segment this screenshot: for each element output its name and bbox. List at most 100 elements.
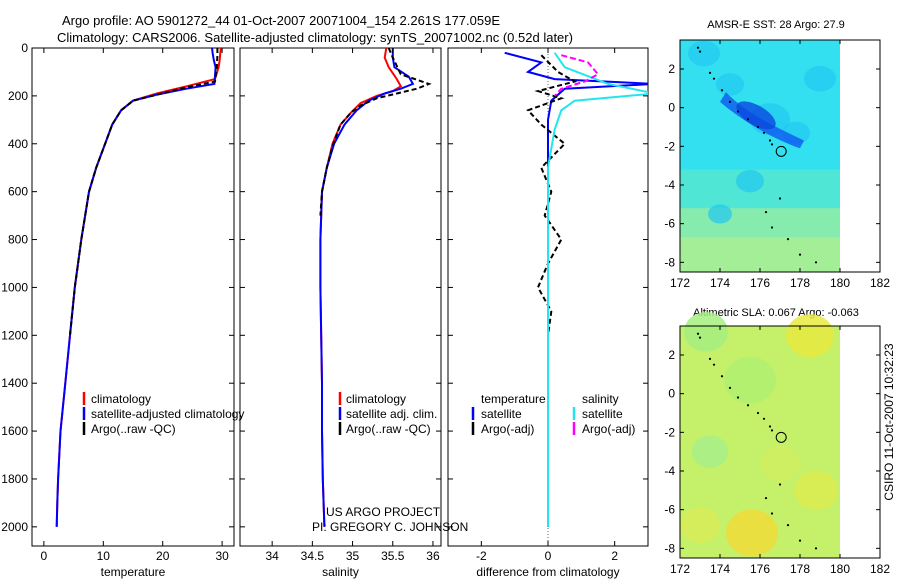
y-tick-label: -4 xyxy=(664,464,675,478)
island-marker xyxy=(756,125,760,129)
x-tick-label: 174 xyxy=(710,276,730,290)
sla-patch xyxy=(684,312,728,352)
island-marker xyxy=(770,512,774,515)
sla-patch xyxy=(726,509,778,557)
y-tick-label: 2 xyxy=(668,348,675,362)
sst-patch xyxy=(708,204,732,224)
x-tick-label: 2 xyxy=(611,549,618,563)
x-tick-label: 172 xyxy=(670,276,690,290)
island-marker xyxy=(756,411,760,415)
sla-map: Altimetric SLA: 0.067 Argo: -0.063 172 17… xyxy=(664,307,890,576)
series-salinity-argo xyxy=(553,54,600,97)
sst-cold-core xyxy=(736,101,776,130)
argo-position-marker xyxy=(775,431,787,443)
y-tick-label: -6 xyxy=(664,217,675,231)
x-tick-label: 178 xyxy=(790,276,810,290)
sst-field xyxy=(680,40,840,272)
y-tick-label: 2000 xyxy=(1,520,28,534)
x-tick-label: 180 xyxy=(830,276,850,290)
x-tick-label: 36 xyxy=(426,549,440,563)
legend-satellite-adjusted: satellite-adjusted climatology xyxy=(91,407,244,421)
y-tick-label: 200 xyxy=(8,89,28,103)
figure-title-line2: Climatology: CARS2006. Satellite-adjuste… xyxy=(57,30,573,45)
island-marker xyxy=(768,139,772,142)
y-tick-label: 2 xyxy=(668,62,675,76)
y-tick-label: 1800 xyxy=(1,472,28,486)
x-tick-label: -2 xyxy=(476,549,487,563)
y-tick-label: 1600 xyxy=(1,424,28,438)
series-salinity-satellite xyxy=(547,52,648,527)
sst-patch xyxy=(688,40,720,67)
island-marker xyxy=(712,363,716,366)
sla-field xyxy=(680,312,840,558)
island-marker xyxy=(798,539,802,542)
y-tick-label: 800 xyxy=(8,233,28,247)
island-marker xyxy=(696,332,700,335)
island-marker xyxy=(764,210,768,214)
x-tick-label: 176 xyxy=(750,276,770,290)
legend-salinity-header: salinity xyxy=(582,392,619,406)
sst-patch xyxy=(804,65,836,92)
salinity-panel: 34 34.5 35 35.5 36 salinity xyxy=(239,47,442,579)
island-marker xyxy=(798,253,802,256)
x-axis-label: temperature xyxy=(101,565,166,579)
y-tick-label: -8 xyxy=(664,255,675,269)
masked-area xyxy=(840,326,880,558)
island-marker xyxy=(746,118,750,121)
x-tick-label: 180 xyxy=(830,562,850,576)
y-tick-label: 400 xyxy=(8,137,28,151)
island-marker xyxy=(728,100,732,103)
y-tick-label: -4 xyxy=(664,178,675,192)
island-marker xyxy=(736,110,740,113)
island-marker xyxy=(768,425,772,428)
series-satellite-adjusted xyxy=(319,48,415,527)
legend-temp-argo: Argo(-adj) xyxy=(481,422,534,436)
legend-sal-satellite: satellite xyxy=(582,407,623,421)
sst-map-title: AMSR-E SST: 28 Argo: 27.9 xyxy=(707,19,845,31)
difference-panel: -2 0 2 difference from climatology xyxy=(447,47,649,579)
island-marker xyxy=(720,89,724,92)
sla-patch xyxy=(760,445,800,482)
masked-area xyxy=(840,40,880,272)
x-tick-label: 178 xyxy=(790,562,810,576)
island-marker xyxy=(762,131,766,134)
legend-sal-argo: Argo(-adj) xyxy=(582,422,635,436)
island-marker xyxy=(770,226,774,229)
x-tick-label: 174 xyxy=(710,562,730,576)
plot-frame xyxy=(239,47,442,547)
x-tick-label: 30 xyxy=(215,549,229,563)
sst-patch xyxy=(716,73,744,96)
x-axis-label: salinity xyxy=(322,565,359,579)
legend-temp-satellite: satellite xyxy=(481,407,522,421)
sla-patch xyxy=(786,314,834,358)
legend-argo: Argo(..raw -QC) xyxy=(91,422,176,436)
island-marker xyxy=(786,238,790,241)
map-frame xyxy=(679,325,881,559)
island-marker xyxy=(764,496,768,500)
island-marker xyxy=(736,396,740,399)
plot-frame xyxy=(31,47,235,547)
y-tick-label: -6 xyxy=(664,503,675,517)
side-timestamp-label: CSIRO 11-Oct-2007 10:32:23 xyxy=(882,343,896,501)
island-marker xyxy=(720,375,724,378)
legend-argo: Argo(..raw -QC) xyxy=(346,422,431,436)
sst-patch xyxy=(736,169,764,193)
series-argo xyxy=(319,48,432,216)
x-tick-label: 35 xyxy=(346,549,360,563)
series-argo xyxy=(69,48,219,336)
island-marker xyxy=(770,143,774,146)
y-tick-label: -2 xyxy=(664,139,675,153)
island-marker xyxy=(786,524,790,527)
x-tick-label: 34.5 xyxy=(301,549,325,563)
project-label: US ARGO PROJECT xyxy=(326,505,441,519)
island-marker xyxy=(712,77,716,80)
island-marker xyxy=(746,404,750,407)
legend-satellite-adj: satellite adj. clim. xyxy=(346,407,437,421)
pi-label: PI: GREGORY C. JOHNSON xyxy=(312,520,468,534)
legend-climatology: climatology xyxy=(91,392,151,406)
y-tick-label: -8 xyxy=(664,541,675,555)
legend-temperature-header: temperature xyxy=(481,392,546,406)
x-tick-label: 20 xyxy=(156,549,170,563)
island-marker xyxy=(778,197,782,200)
